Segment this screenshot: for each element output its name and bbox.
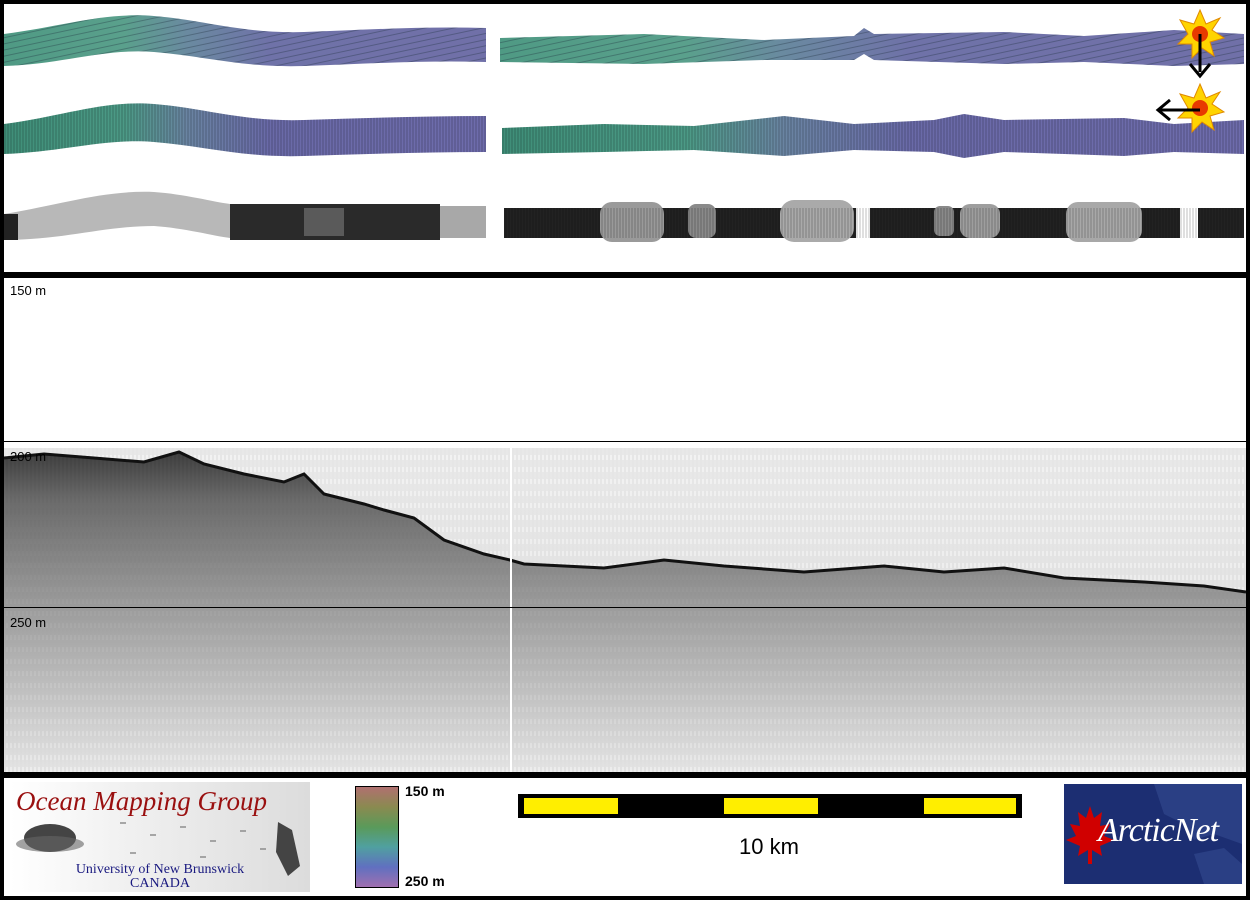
scale-bar-label: 10 km — [739, 834, 799, 859]
arcticnet-map-graphic — [1064, 784, 1242, 884]
colorbar-top-label: 150 m — [405, 783, 445, 799]
depth-gridline-250 — [4, 607, 1246, 608]
swath-panel — [4, 4, 1246, 272]
profile-panel: 150 m 200 m 250 m — [4, 278, 1246, 772]
arcticnet-logo: ArcticNet — [1064, 784, 1242, 884]
colorbar-bottom-label: 250 m — [405, 873, 445, 889]
echogram — [4, 448, 1246, 772]
sun-illumination-icon-east — [1176, 82, 1226, 134]
scale-bar-segment — [924, 798, 1016, 814]
depth-gridline-200 — [4, 441, 1246, 442]
scale-bar-segment — [524, 798, 618, 814]
scale-bar — [518, 794, 1022, 818]
omg-title: Ocean Mapping Group — [16, 786, 267, 816]
swath-strips — [4, 8, 1244, 242]
omg-country: CANADA — [130, 876, 190, 891]
depth-colorbar — [355, 786, 399, 888]
arcticnet-text: ArcticNet — [1098, 812, 1219, 849]
omg-logo: Ocean Mapping Group University of New Br… — [10, 782, 310, 892]
footer-panel: Ocean Mapping Group University of New Br… — [4, 778, 1246, 896]
depth-label-200: 200 m — [10, 449, 47, 464]
scale-bar-segment — [724, 798, 818, 814]
maple-leaf-icon — [1066, 806, 1114, 864]
omg-logo-graphic — [16, 822, 300, 876]
depth-label-250: 250 m — [10, 615, 47, 630]
omg-university: University of New Brunswick — [75, 862, 245, 877]
depth-label-150: 150 m — [10, 283, 47, 298]
seabed-reflector — [4, 450, 1246, 594]
swath-strip-3-left-light — [4, 191, 230, 240]
